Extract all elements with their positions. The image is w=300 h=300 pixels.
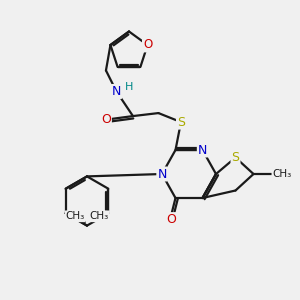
Text: N: N [112,85,121,98]
Text: CH₃: CH₃ [272,169,292,179]
Text: O: O [101,112,111,126]
Text: S: S [232,151,239,164]
Text: H: H [125,82,133,92]
Text: O: O [143,38,152,52]
Text: CH₃: CH₃ [66,211,85,221]
Text: S: S [177,116,185,129]
Text: CH₃: CH₃ [90,211,109,221]
Text: N: N [157,167,167,181]
Text: O: O [166,213,176,226]
Text: N: N [198,143,207,157]
